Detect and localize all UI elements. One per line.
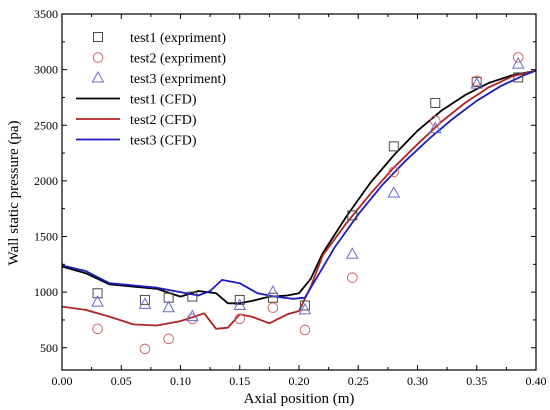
data-point-s2-10 (429, 115, 441, 127)
y-tick-label: 2000 (34, 174, 58, 188)
x-tick-label: 0.15 (229, 374, 250, 388)
axes: 0.00 0.05 0.10 0.15 0.20 0.25 0.30 0.35 0.40 500 1… (34, 7, 547, 388)
data-point-s1-9 (388, 141, 399, 152)
x-tick-label: 0.40 (526, 374, 547, 388)
data-point-s1-1 (92, 288, 103, 299)
data-point-s2-11 (471, 75, 483, 87)
y-tick-label: 500 (40, 341, 58, 355)
data-point-s1-5 (234, 294, 245, 305)
y-axis-label: Wall static pressure (pa) (6, 121, 22, 266)
data-point-s3-4 (186, 309, 199, 322)
data-point-s2-7 (299, 324, 311, 336)
data-point-s3-5 (233, 298, 247, 310)
legend-label-2: test2 (expriment) (130, 52, 226, 67)
x-tick-label: 0.10 (170, 374, 191, 388)
data-point-s2-6 (267, 302, 279, 314)
legend-label-3: test3 (expriment) (130, 72, 226, 87)
x-tick-label: 0.00 (52, 374, 73, 388)
x-tick-label: 0.30 (407, 374, 428, 388)
data-point-s1-10 (430, 98, 441, 108)
data-point-s3-9 (387, 186, 401, 198)
legend-marker-1 (93, 32, 103, 42)
x-tick-label: 0.05 (111, 374, 132, 388)
data-point-s2-5 (234, 313, 246, 325)
data-point-s1-4 (187, 291, 198, 302)
data-point-s1-12 (513, 72, 524, 83)
y-tick-label: 2500 (34, 118, 58, 132)
y-tick-label: 3000 (34, 63, 58, 77)
data-point-s1-7 (299, 300, 310, 311)
data-point-s3-8 (345, 247, 359, 259)
legend-marker-3 (91, 70, 105, 83)
data-point-s3-10 (428, 121, 442, 134)
data-point-s2-1 (92, 323, 103, 335)
legend-marker-2 (92, 52, 104, 63)
legend-label-6: test3 (CFD) (130, 134, 197, 149)
data-point-s3-6 (266, 285, 280, 297)
data-point-s3-1 (91, 295, 104, 307)
series-line-5 (61, 69, 537, 330)
plot-frame (61, 13, 537, 371)
data-point-s1-2 (139, 294, 150, 305)
legend-label-5: test2 (CFD) (130, 113, 197, 128)
data-point-s2-3 (163, 333, 174, 345)
x-tick-label: 0.35 (466, 374, 487, 388)
x-axis-label: Axial position (m) (244, 391, 355, 407)
series-line-6 (61, 69, 537, 300)
data-point-s1-8 (347, 210, 358, 221)
plot-area (61, 52, 537, 355)
data-point-s2-8 (347, 272, 358, 283)
data-point-s3-2 (138, 297, 152, 309)
data-point-s2-2 (139, 343, 151, 355)
legend-label-4: test1 (CFD) (130, 93, 197, 108)
series-line-4 (61, 69, 537, 305)
y-tick-label: 3500 (34, 7, 58, 21)
legend-label-1: test1 (expriment) (130, 31, 226, 46)
data-point-s3-12 (511, 57, 525, 69)
data-point-s3-7 (298, 302, 312, 315)
data-point-s3-11 (470, 77, 484, 89)
y-tick-label: 1000 (34, 285, 58, 299)
y-tick-label: 1500 (34, 230, 58, 244)
data-point-s3-3 (162, 300, 175, 313)
x-tick-label: 0.20 (289, 374, 310, 388)
data-point-s1-6 (267, 292, 278, 303)
data-point-s2-9 (388, 166, 400, 178)
legend: test1 (expriment) test2 (expriment) test3 … (76, 31, 226, 149)
x-tick-label: 0.25 (348, 374, 369, 388)
data-point-s2-12 (512, 52, 524, 63)
